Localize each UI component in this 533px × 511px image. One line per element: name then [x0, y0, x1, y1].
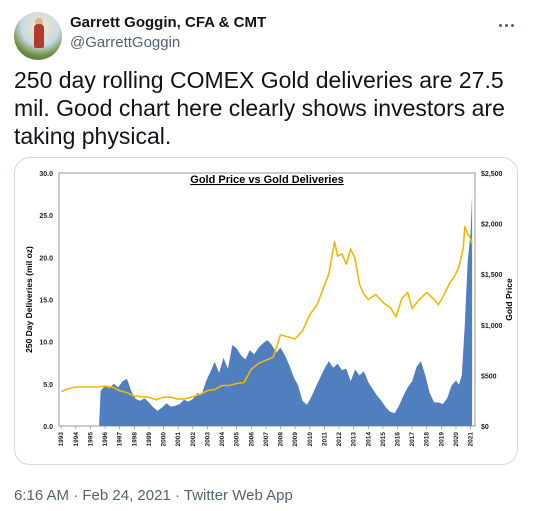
x-tick-label: 1999 [146, 432, 153, 447]
x-tick-label: 2009 [292, 432, 299, 447]
x-tick-label: 2005 [234, 432, 241, 447]
tweet-media-chart[interactable]: Gold Price vs Gold Deliveries 30.0 25.0 20.… [14, 157, 518, 465]
x-tick-label: 2000 [161, 432, 168, 447]
x-tick-label: 2006 [248, 432, 255, 447]
x-tick-label: 2018 [424, 432, 431, 447]
x-tick-label: 1993 [58, 432, 65, 447]
x-tick-label: 2010 [307, 432, 314, 447]
y-tick-label: 25.0 [39, 213, 53, 220]
y-tick-label: 20.0 [39, 255, 53, 262]
x-tick-label: 2013 [351, 432, 358, 447]
avatar-figure [34, 24, 44, 48]
x-tick-label: 2020 [453, 432, 460, 447]
dot [504, 23, 508, 27]
meta-separator-dot: · [174, 487, 180, 504]
x-tick-label: 2002 [190, 432, 197, 447]
x-tick-label: 2004 [219, 432, 226, 447]
more-dots-icon[interactable] [493, 12, 519, 38]
y2-tick-label: $1,500 [481, 272, 503, 279]
y2-tick-label: $0 [481, 424, 489, 431]
tweet-time[interactable]: 6:16 AM [14, 487, 70, 504]
x-tick-label: 1994 [73, 432, 80, 447]
tweet-source[interactable]: Twitter Web App [183, 487, 293, 504]
x-tick-label: 2019 [438, 432, 445, 447]
tweet-text: 250 day rolling COMEX Gold deliveries ar… [14, 67, 505, 149]
y2-axis-label: Gold Price [504, 278, 514, 321]
x-tick-label: 2017 [409, 432, 416, 447]
series-gold-price-line [60, 225, 473, 401]
chart-title: Gold Price vs Gold Deliveries [190, 174, 343, 186]
y-axis-label: 250 Day Deliveries (mil oz) [24, 246, 34, 353]
y-tick-label: 15.0 [39, 298, 53, 305]
author-handle[interactable]: @GarrettGoggin [70, 34, 181, 51]
x-tick-label: 1997 [117, 432, 124, 447]
x-tick-label: 1998 [131, 432, 138, 447]
y2-tick-label: $1,000 [481, 323, 503, 330]
x-tick-label: 2012 [336, 432, 343, 447]
x-tick-label: 2003 [204, 432, 211, 447]
chart-svg: Gold Price vs Gold Deliveries 30.0 25.0 20.… [24, 171, 514, 447]
x-tick-label: 2001 [175, 432, 182, 447]
y-tick-label: 10.0 [39, 340, 53, 347]
y2-tick-label: $2,500 [481, 171, 503, 178]
x-tick-label: 2015 [380, 432, 387, 447]
x-tick-label: 2008 [278, 432, 285, 447]
x-tick-label: 2011 [321, 432, 328, 446]
x-tick-label: 2016 [395, 432, 402, 447]
tweet-header: Garrett Goggin, CFA & CMT @GarrettGoggin [14, 12, 519, 60]
author-display-name[interactable]: Garrett Goggin, CFA & CMT [70, 14, 267, 31]
dot [510, 23, 514, 27]
dot [498, 23, 502, 27]
x-tick-label: 2021 [468, 432, 475, 447]
tweet-meta: 6:16 AM · Feb 24, 2021 · Twitter Web App [14, 487, 293, 504]
series-deliveries-area [99, 194, 473, 426]
meta-separator-dot: · [73, 487, 79, 504]
y-tick-label: 0.0 [43, 424, 53, 431]
y-tick-label: 5.0 [43, 382, 53, 389]
avatar-head [35, 18, 43, 26]
x-tick-label: 2014 [365, 432, 372, 447]
x-tick-label: 1996 [102, 432, 109, 447]
tweet-date[interactable]: Feb 24, 2021 [82, 487, 171, 504]
y-tick-label: 30.0 [39, 171, 53, 178]
avatar[interactable] [14, 12, 62, 60]
y2-tick-label: $500 [481, 373, 497, 380]
y2-tick-label: $2,000 [481, 222, 503, 229]
x-tick-label: 1995 [87, 432, 94, 447]
x-tick-label: 2007 [263, 432, 270, 447]
